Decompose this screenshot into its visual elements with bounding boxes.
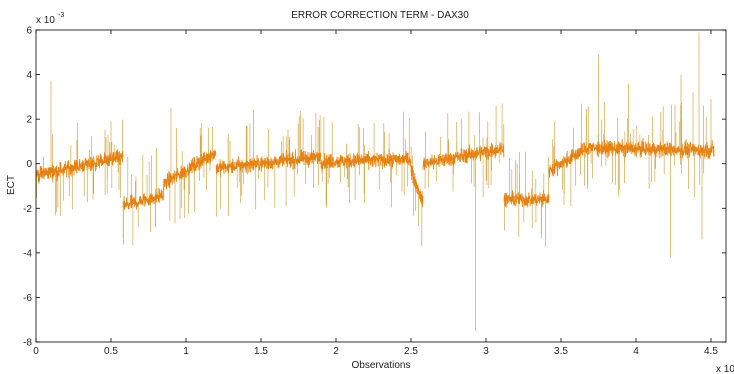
- y-tick-label: 4: [26, 70, 32, 81]
- y-tick-label: -6: [23, 293, 32, 304]
- y-tick-label: 0: [26, 159, 32, 170]
- y-tick-label: -2: [23, 204, 32, 215]
- series-line-segment: [422, 141, 505, 171]
- x-axis-label: Observations: [352, 360, 411, 371]
- x-axis-ticks: 0 0.5 1 1.5 2 2.5 3 3.5 4 4.5: [33, 30, 718, 357]
- series-line-segment: [320, 148, 412, 173]
- plot-area: [36, 32, 715, 331]
- x-tick-label: 2: [333, 346, 339, 357]
- series-line-segment: [215, 149, 322, 178]
- y-multiplier: x 10 -3: [36, 12, 64, 26]
- series-line-segment: [36, 149, 124, 184]
- series-line-segment: [590, 138, 715, 159]
- y-tick-label: 2: [26, 115, 32, 126]
- x-tick-label: 1.5: [254, 346, 268, 357]
- y-tick-label: -4: [23, 248, 32, 259]
- x-tick-label: 0.5: [104, 346, 118, 357]
- axes: [35, 29, 727, 343]
- series-line-segment: [163, 149, 217, 191]
- x-tick-label: 0: [33, 346, 39, 357]
- chart-title: ERROR CORRECTION TERM - DAX30: [291, 10, 469, 21]
- series-line-segment: [548, 142, 592, 179]
- series-line-segment: [410, 165, 424, 208]
- y-axis-ticks: -8 -6 -4 -2 0 2 4 6: [23, 26, 726, 349]
- y-multiplier-label: x 10: [36, 15, 55, 26]
- y-axis-label: ECT: [6, 175, 17, 195]
- x-tick-label: 2.5: [404, 346, 418, 357]
- plot-frame: [35, 29, 727, 343]
- series-line-segment: [503, 188, 550, 208]
- y-tick-label: -8: [23, 338, 32, 349]
- x-tick-label: 4: [633, 346, 639, 357]
- x-tick-label: 3: [483, 346, 489, 357]
- y-tick-label: 6: [26, 26, 32, 37]
- x-multiplier-label: x 10: [716, 364, 734, 374]
- x-tick-label: 3.5: [554, 346, 568, 357]
- y-multiplier-exponent: -3: [58, 12, 64, 19]
- x-tick-label: 1: [183, 346, 189, 357]
- series-line-segment: [122, 187, 164, 211]
- x-tick-label: 4.5: [704, 346, 718, 357]
